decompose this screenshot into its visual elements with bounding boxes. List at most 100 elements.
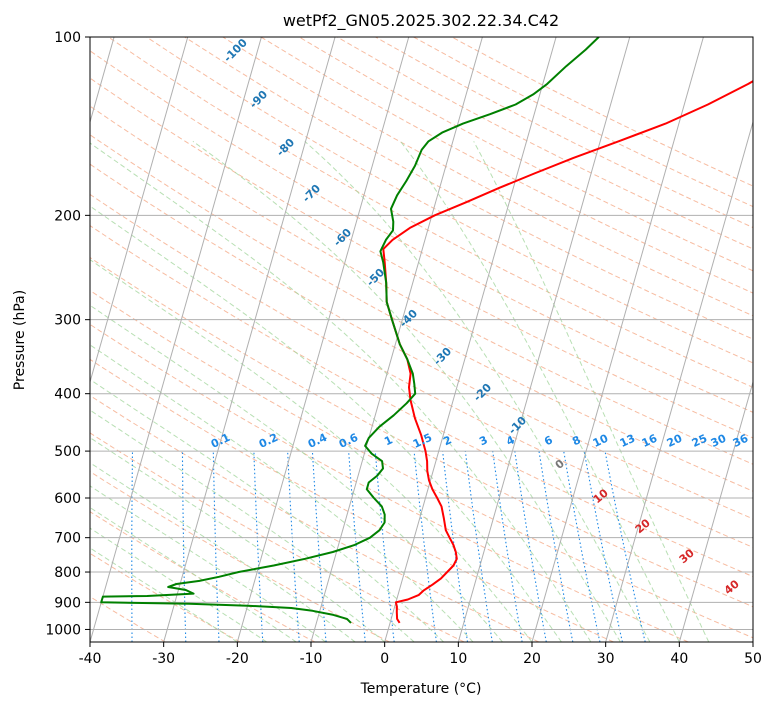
- dry-adiabat-line: [90, 432, 465, 642]
- x-tick-label: -30: [152, 651, 175, 667]
- moist-adiabat-label: 0: [553, 457, 567, 472]
- mixing-ratio-label: 1: [382, 433, 394, 448]
- mixing-ratio-line: [604, 450, 646, 642]
- x-tick-label: -10: [300, 651, 323, 667]
- grid-lines: [90, 37, 753, 642]
- mixing-ratio-label: 3: [477, 433, 489, 448]
- dry-adiabat-line: [108, 37, 753, 388]
- y-tick-label: 100: [54, 30, 81, 46]
- mixing-ratio-label: 20: [665, 432, 685, 450]
- y-tick-label: 700: [54, 531, 81, 547]
- isotherm-line: [163, 37, 336, 642]
- y-axis-label: Pressure (hPa): [12, 290, 28, 390]
- dry-adiabat-line: [90, 50, 753, 413]
- y-tick-label: 200: [54, 208, 81, 224]
- x-tick-label: 0: [380, 651, 389, 667]
- plot-frame: [89, 36, 754, 643]
- dry-adiabat-line: [90, 552, 241, 642]
- mixing-ratio-label: 36: [731, 432, 751, 450]
- dry-adiabat-line: [90, 289, 753, 639]
- dry-adiabat-line: [298, 37, 753, 272]
- isotherm-line: [457, 37, 631, 642]
- moist-adiabat-label: 30: [677, 546, 697, 566]
- mixing-ratio-label: 0.6: [337, 431, 360, 451]
- profile-series: [100, 37, 753, 624]
- mixing-ratio-line: [374, 451, 395, 642]
- dry-adiabat-line: [90, 394, 540, 642]
- x-tick-label: 10: [449, 651, 467, 667]
- dry-adiabat-line: [90, 105, 753, 465]
- temperature-profile-line: [382, 80, 753, 624]
- isotherm-line: [678, 380, 753, 642]
- moist-adiabat-line: [90, 142, 592, 642]
- dry-adiabat-line: [90, 256, 753, 608]
- x-tick-label: -20: [226, 651, 249, 667]
- dry-adiabat-line: [375, 37, 753, 229]
- mixing-ratio-line: [563, 451, 601, 642]
- mixing-ratio-label: 0.4: [306, 431, 329, 451]
- mixing-ratio-line: [514, 451, 547, 642]
- x-axis-label: Temperature (°C): [360, 681, 482, 697]
- y-tick-label: 600: [54, 491, 81, 507]
- isotherm-line: [605, 120, 753, 642]
- mixing-ratio-label: 0.2: [257, 431, 280, 451]
- isotherm-line: [310, 37, 483, 642]
- x-tick-label: 20: [523, 651, 541, 667]
- dry-adiabat-line: [90, 193, 753, 548]
- moist-adiabat-line: [90, 527, 268, 642]
- chart-title: wetPf2_GN05.2025.302.22.34.C42: [283, 11, 559, 31]
- mixing-ratio-line: [583, 451, 623, 642]
- inline-labels: -100-90-80-70-60-50-40-30-20-100.1 0.2 0.4…: [209, 36, 751, 597]
- moist-adiabat-label: 20: [633, 516, 653, 536]
- moist-adiabat-line: [90, 506, 297, 642]
- dry-adiabat-line: [184, 37, 753, 340]
- dry-adiabat-line: [146, 37, 753, 364]
- x-tick-label: 40: [670, 651, 688, 667]
- dry-adiabat-label: -100: [221, 36, 250, 65]
- mixing-ratio-line: [492, 451, 523, 642]
- y-tick-label: 500: [54, 444, 81, 460]
- dry-adiabat-line: [90, 358, 614, 642]
- mixing-ratio-label: 25: [690, 432, 709, 450]
- mixing-ratio-label: 6: [542, 433, 555, 448]
- mixing-ratio-line: [212, 451, 220, 642]
- dry-adiabat-label: -80: [274, 136, 297, 159]
- mixing-ratio-line: [131, 451, 134, 642]
- moist-adiabat-line: [90, 485, 326, 642]
- dry-adiabat-line: [90, 471, 390, 642]
- x-tick-label: 50: [744, 651, 762, 667]
- isotherm-line: [90, 37, 189, 384]
- dry-adiabat-label: -70: [300, 182, 323, 205]
- y-tick-label: 300: [54, 313, 81, 329]
- moist-adiabat-line: [400, 140, 680, 642]
- isotherm-line: [90, 37, 262, 642]
- x-tick-label: -40: [79, 651, 102, 667]
- background-lines: [90, 37, 753, 642]
- moist-adiabat-line: [192, 140, 621, 642]
- mixing-ratio-line: [82, 451, 86, 642]
- dry-adiabat-line: [90, 511, 315, 642]
- isotherm-line: [752, 640, 753, 642]
- moist-adiabat-line: [90, 462, 356, 642]
- dewpoint-profile-line: [100, 37, 600, 624]
- dry-adiabat-line: [90, 323, 689, 642]
- dry-adiabat-line: [90, 134, 753, 492]
- dry-adiabat-line: [90, 77, 753, 439]
- mixing-ratio-line: [538, 451, 574, 642]
- dry-adiabat-line: [90, 596, 166, 642]
- mixing-ratio-label: 16: [640, 432, 660, 450]
- mixing-ratio-label: 0.1: [209, 431, 232, 451]
- isotherm-line: [236, 37, 410, 642]
- moist-adiabat-line: [90, 547, 238, 642]
- mixing-ratio-label: 10: [591, 432, 611, 450]
- mixing-ratio-line: [464, 451, 493, 642]
- mixing-ratio-line: [442, 451, 469, 642]
- dry-adiabat-line: [90, 224, 753, 578]
- isotherm-line: [384, 37, 557, 642]
- isotherm-line: [531, 37, 704, 642]
- y-tick-label: 900: [54, 595, 81, 611]
- mixing-ratio-lines: [82, 450, 646, 642]
- y-tick-label: 400: [54, 387, 81, 403]
- dry-adiabat-label: -20: [471, 381, 494, 404]
